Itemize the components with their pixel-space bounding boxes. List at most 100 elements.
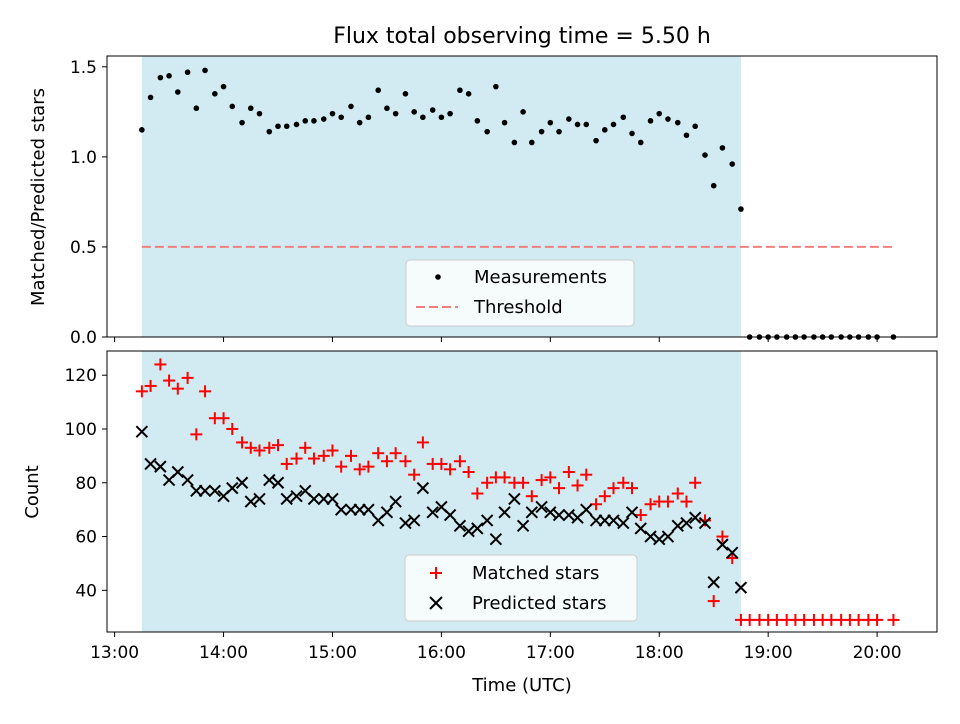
- matched-star-point: [154, 358, 167, 371]
- matched-star-point: [626, 482, 639, 495]
- measurement-point: [311, 118, 317, 124]
- predicted-star-point: [535, 500, 548, 514]
- predicted-star-point: [516, 519, 530, 532]
- measurement-point: [574, 121, 581, 128]
- predicted-star-point: [399, 516, 412, 530]
- measurement-point: [665, 116, 671, 122]
- matched-star-point: [562, 466, 575, 479]
- chart-title: Flux total observing time = 5.50 h: [333, 24, 711, 49]
- bottom-legend: Matched stars Predicted stars: [404, 554, 638, 622]
- xtick-label: 13:00: [90, 643, 139, 663]
- predicted-star-point: [362, 503, 375, 516]
- predicted-star-point: [334, 503, 348, 516]
- matched-star-point: [453, 455, 466, 468]
- measurement-point: [275, 123, 281, 130]
- matched-star-point: [617, 476, 630, 489]
- measurement-point: [348, 103, 354, 110]
- predicted-star-point: [489, 533, 503, 546]
- matched-star-point: [671, 487, 684, 500]
- measurement-point: [184, 69, 191, 76]
- measurement-point: [402, 91, 409, 97]
- matched-star-point: [435, 457, 448, 470]
- measurement-point: [566, 116, 572, 122]
- measurement-point: [429, 107, 436, 113]
- predicted-star-point: [253, 492, 266, 506]
- measurement-point: [166, 73, 172, 79]
- measurement-point: [583, 121, 590, 128]
- measurement-point: [529, 139, 535, 146]
- xtick-label: 15:00: [308, 643, 357, 663]
- xtick-label: 18:00: [635, 643, 684, 663]
- measurement-point: [620, 114, 627, 121]
- measurement-point: [329, 110, 336, 117]
- matched-star-point: [544, 471, 557, 484]
- predicted-star-point: [181, 473, 194, 487]
- predicted-star-point: [617, 516, 630, 530]
- xtick-label: 20:00: [853, 643, 902, 663]
- measurement-point: [365, 114, 372, 121]
- predicted-star-point: [263, 473, 276, 487]
- matched-star-point: [689, 476, 702, 489]
- matched-star-point: [199, 385, 212, 398]
- matched-star-point: [236, 436, 249, 449]
- predicted-star-point: [407, 514, 421, 527]
- top-ytick-label: 1.0: [70, 148, 97, 168]
- measurement-point: [384, 105, 390, 112]
- bottom-legend-box: [404, 554, 638, 622]
- matched-star-point: [335, 460, 348, 473]
- predicted-star-point: [380, 506, 394, 519]
- measurement-point: [538, 128, 545, 135]
- top-ytick-label: 0.5: [70, 238, 97, 258]
- measurement-point: [493, 83, 499, 90]
- measurement-point: [520, 109, 526, 115]
- measurement-point: [656, 110, 663, 117]
- predicted-star-point: [625, 506, 639, 519]
- matched-star-point: [353, 463, 366, 476]
- matched-star-point: [226, 422, 239, 435]
- predicted-star-point: [271, 476, 285, 489]
- legend-matched-label: Matched stars: [472, 563, 599, 584]
- predicted-star-point: [580, 503, 593, 516]
- xtick-label: 14:00: [199, 643, 248, 663]
- matched-star-point: [887, 613, 900, 626]
- measurement-point: [484, 128, 490, 135]
- measurement-point: [239, 119, 245, 126]
- measurement-point: [302, 118, 309, 124]
- matched-star-point: [135, 385, 148, 398]
- matched-star-point: [326, 444, 339, 457]
- measurement-point: [637, 139, 644, 146]
- measurement-point: [202, 67, 208, 74]
- matched-star-point: [171, 382, 184, 395]
- matched-star-point: [444, 463, 457, 476]
- predicted-star-point: [389, 495, 402, 508]
- bottom-ytick-label: 100: [65, 420, 97, 440]
- measurement-point: [702, 152, 708, 158]
- predicted-star-point: [498, 506, 511, 519]
- matched-star-point: [272, 439, 285, 452]
- measurement-point: [474, 118, 481, 124]
- matched-star-point: [416, 436, 429, 449]
- top-legend: Measurements Threshold: [405, 259, 635, 327]
- matched-star-point: [535, 474, 548, 487]
- top-y-axis-label: Matched/Predicted stars: [28, 88, 49, 306]
- bottom-ytick-label: 60: [75, 528, 97, 548]
- measurement-point: [338, 114, 344, 121]
- matched-star-point: [598, 490, 611, 503]
- measurement-point: [447, 110, 453, 117]
- predicted-star-point: [661, 530, 675, 543]
- top-y-ticks: 0.0 0.5 1.0 1.5: [70, 58, 107, 348]
- matched-star-point: [263, 441, 276, 454]
- predicted-star-point: [644, 530, 657, 543]
- matched-star-point: [680, 495, 693, 508]
- predicted-star-point: [135, 425, 149, 438]
- predicted-star-point: [171, 465, 185, 479]
- matched-star-point: [244, 441, 257, 454]
- bottom-y-axis-label: Count: [22, 465, 43, 518]
- matched-star-point: [590, 498, 603, 511]
- measurement-point: [547, 119, 554, 126]
- bottom-ytick-label: 120: [65, 366, 97, 386]
- predicted-star-point: [688, 511, 702, 524]
- bottom-panel: 40 60 80 100 120 13:00 14:00 15:00 16:00 17:00 18…: [22, 350, 938, 696]
